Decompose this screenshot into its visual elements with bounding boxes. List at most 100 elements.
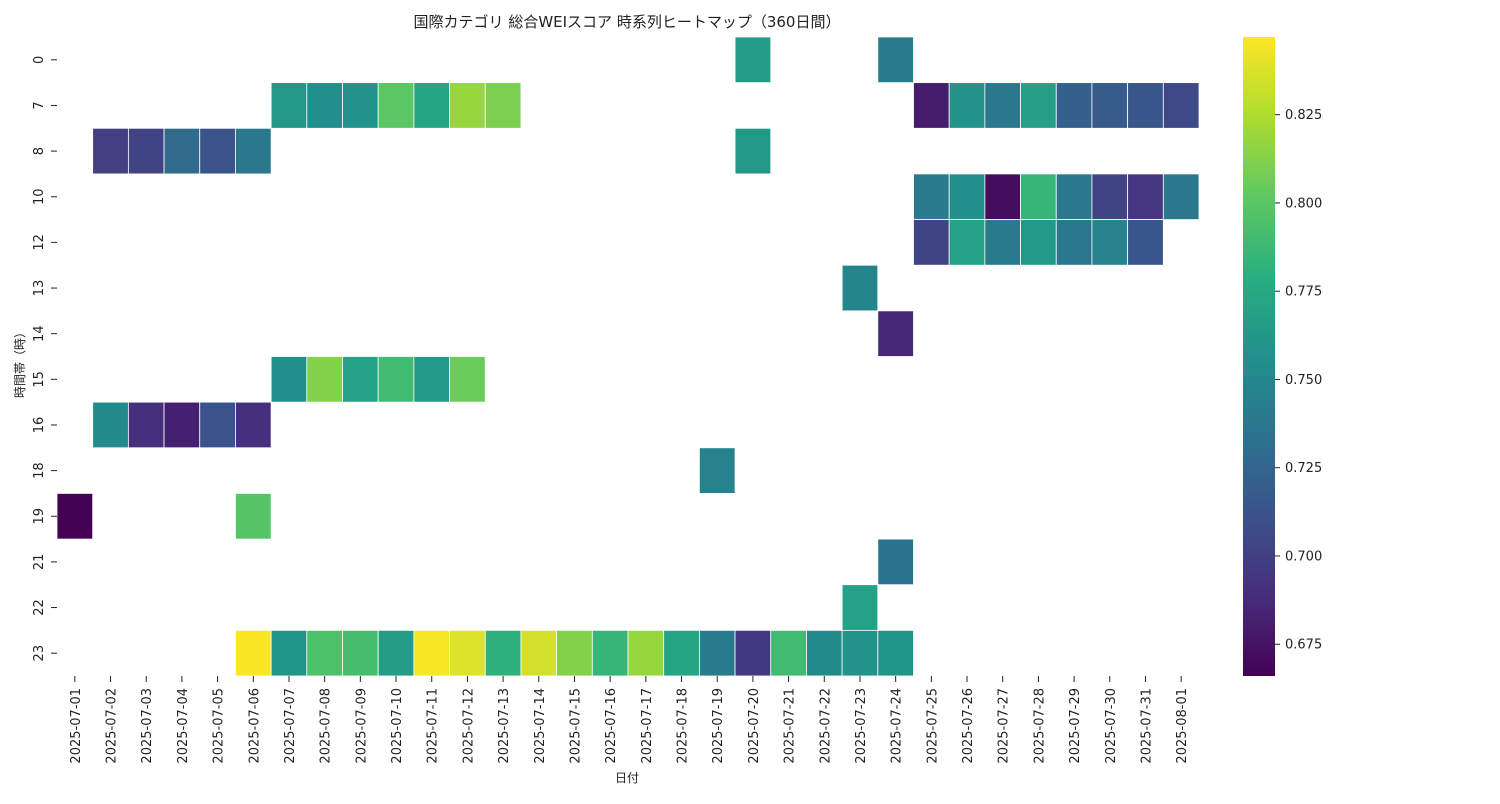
x-tick-label: 2025-08-01 <box>1175 688 1190 764</box>
heatmap-cell <box>413 82 450 129</box>
heatmap-cell <box>342 82 379 129</box>
x-tick-label: 2025-07-10 <box>390 688 405 764</box>
x-tick-label: 2025-07-26 <box>961 688 976 764</box>
x-tick-label: 2025-07-05 <box>212 688 227 764</box>
heatmap-cell <box>984 173 1021 220</box>
x-tick-label: 2025-07-23 <box>854 688 869 764</box>
x-tick-label: 2025-07-08 <box>319 688 334 764</box>
x-tick-label: 2025-07-24 <box>890 688 905 764</box>
heatmap-cell <box>163 401 201 449</box>
heatmap-cell <box>698 447 736 494</box>
heatmap-cell <box>235 127 272 175</box>
heatmap-cell <box>484 629 522 677</box>
heatmap-cell <box>1127 82 1164 129</box>
heatmap-cell <box>235 629 272 677</box>
heatmap-cell <box>948 219 986 266</box>
y-tick-label: 21 <box>32 554 47 571</box>
heatmap-cell <box>877 538 914 586</box>
heatmap-cell <box>270 82 308 129</box>
x-tick-label: 2025-07-16 <box>604 688 619 764</box>
x-tick-label: 2025-07-31 <box>1139 688 1154 764</box>
y-tick-label: 7 <box>32 101 47 109</box>
heatmap-cell <box>1055 219 1093 266</box>
heatmap-cell <box>449 82 486 129</box>
x-tick-label: 2025-07-06 <box>247 688 262 764</box>
heatmap-cell <box>556 629 593 677</box>
chart-title: 国際カテゴリ 総合WEIスコア 時系列ヒートマップ（360日間） <box>414 13 841 31</box>
heatmap-cell <box>913 82 950 129</box>
heatmap-cell <box>877 36 914 84</box>
heatmap-cell <box>948 82 986 129</box>
x-tick-label: 2025-07-13 <box>497 688 512 764</box>
x-tick-label: 2025-07-18 <box>676 688 691 764</box>
heatmap-cell <box>270 629 308 677</box>
x-axis: 2025-07-01 2025-07-02 2025-07-03 2025-07-04… <box>69 676 1190 764</box>
x-tick-label: 2025-07-02 <box>105 688 120 764</box>
x-tick-label: 2025-07-28 <box>1032 688 1047 764</box>
y-axis: 0 7 8 10 12 13 14 15 16 18 19 21 22 23 <box>32 56 57 662</box>
heatmap-cell <box>877 310 914 357</box>
y-tick-label: 22 <box>32 599 47 616</box>
x-tick-label: 2025-07-04 <box>176 688 191 764</box>
heatmap-cell <box>1020 219 1057 266</box>
x-tick-label: 2025-07-14 <box>533 688 548 764</box>
heatmap-cell <box>377 356 415 403</box>
heatmap-cell <box>199 127 236 175</box>
heatmap-cell <box>841 629 879 677</box>
heatmap-cell <box>235 401 272 449</box>
x-tick-label: 2025-07-30 <box>1104 688 1119 764</box>
heatmap-cell <box>377 82 415 129</box>
colorbar-tick-label: 0.775 <box>1285 285 1322 300</box>
heatmap-cell <box>734 629 772 677</box>
y-tick-label: 8 <box>32 147 47 155</box>
y-tick-label: 15 <box>32 371 47 388</box>
heatmap-cell <box>913 219 950 266</box>
y-tick-label: 13 <box>32 280 47 297</box>
x-tick-label: 2025-07-11 <box>426 688 441 764</box>
heatmap-cell <box>1091 219 1129 266</box>
heatmap-cell <box>163 127 201 175</box>
heatmap-cell <box>342 629 379 677</box>
heatmap-cell <box>1162 173 1200 220</box>
heatmap-cell <box>377 629 415 677</box>
heatmap-cell <box>1127 173 1164 220</box>
heatmap-cell <box>1091 82 1129 129</box>
heatmap-cell <box>306 82 343 129</box>
y-tick-label: 14 <box>32 325 47 342</box>
heatmap-cell <box>199 401 236 449</box>
heatmap-cells <box>56 36 1200 677</box>
y-tick-label: 16 <box>32 417 47 434</box>
heatmap-cell <box>413 629 450 677</box>
heatmap-cell <box>984 219 1021 266</box>
x-tick-label: 2025-07-19 <box>711 688 726 764</box>
heatmap-cell <box>1091 173 1129 220</box>
heatmap-cell <box>734 36 772 84</box>
heatmap-cell <box>806 629 843 677</box>
y-tick-label: 12 <box>32 234 47 251</box>
heatmap-cell <box>92 401 129 449</box>
colorbar-tick-label: 0.750 <box>1285 373 1322 388</box>
y-tick-label: 10 <box>32 188 47 205</box>
x-tick-label: 2025-07-12 <box>461 688 476 764</box>
heatmap-cell <box>913 173 950 220</box>
x-tick-label: 2025-07-20 <box>747 688 762 764</box>
heatmap-cell <box>627 629 665 677</box>
heatmap-cell <box>127 127 165 175</box>
colorbar-gradient <box>1243 37 1275 676</box>
y-tick-label: 18 <box>32 462 47 479</box>
heatmap-cell <box>591 629 629 677</box>
heatmap-cell <box>698 629 736 677</box>
colorbar-tick-label: 0.700 <box>1285 549 1322 564</box>
colorbar <box>1243 37 1275 676</box>
heatmap-cell <box>1055 173 1093 220</box>
x-tick-label: 2025-07-01 <box>69 688 84 764</box>
heatmap-cell <box>306 356 343 403</box>
y-tick-label: 23 <box>32 645 47 662</box>
heatmap-cell <box>663 629 700 677</box>
heatmap-cell <box>270 356 308 403</box>
colorbar-tick-label: 0.800 <box>1285 196 1322 211</box>
heatmap-cell <box>92 127 129 175</box>
y-axis-label: 時間帯（時） <box>13 326 27 398</box>
